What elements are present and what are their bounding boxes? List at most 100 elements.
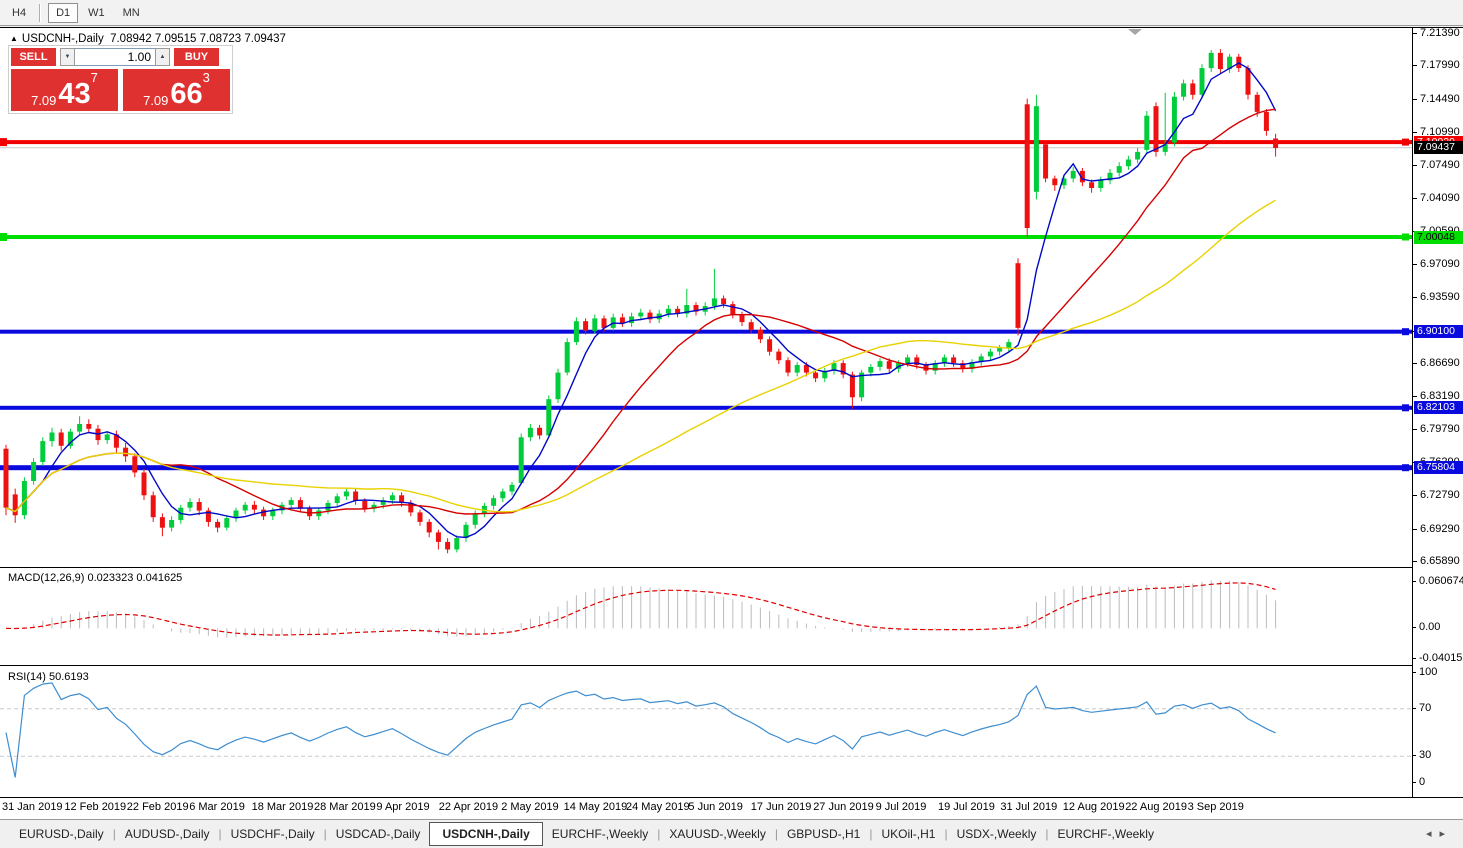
- rsi-label: RSI(14) 50.6193: [8, 671, 89, 683]
- tab-separator: |: [112, 827, 116, 841]
- volume-increase-button[interactable]: ▲: [155, 48, 170, 66]
- rsi-axis-tick: 0: [1412, 776, 1425, 788]
- tab-item-usdcnh-daily[interactable]: USDCNH-,Daily: [429, 822, 543, 846]
- sell-button[interactable]: SELL: [11, 48, 56, 66]
- sell-price-big: 43: [58, 78, 91, 110]
- chart-tab-bar: EURUSD-,Daily | AUDUSD-,Daily | USDCHF-,Dail…: [0, 819, 1463, 848]
- price-line-label: 6.82103: [1414, 401, 1463, 415]
- panel-separator: [0, 797, 1463, 798]
- date-label: 24 May 2019: [626, 801, 690, 813]
- sell-price-sup: 7: [90, 70, 98, 85]
- date-label: 31 Jan 2019: [2, 801, 63, 813]
- tab-item-xauusd-weekly[interactable]: XAUUSD-,Weekly: [669, 827, 766, 841]
- macd-axis-tick: -0.040152: [1412, 652, 1463, 664]
- buy-price-sup: 3: [202, 70, 210, 85]
- chart-symbol-label: USDCNH-,Daily: [21, 33, 104, 45]
- date-label: 19 Jul 2019: [938, 801, 995, 813]
- price-axis[interactable]: 7.21390 7.17990 7.14490 7.10990 7.07490 7.040…: [1412, 27, 1463, 797]
- date-label: 22 Aug 2019: [1125, 801, 1187, 813]
- tab-scroll-arrows[interactable]: ◂▸: [1426, 827, 1453, 840]
- tab-separator: |: [869, 827, 873, 841]
- tab-separator: |: [774, 827, 778, 841]
- tab-separator: |: [657, 827, 661, 841]
- buy-price-display[interactable]: 7.09 66 3: [123, 69, 230, 111]
- price-tick: 6.86690: [1413, 357, 1460, 369]
- date-label: 14 May 2019: [563, 801, 628, 813]
- date-label: 6 Mar 2019: [189, 801, 245, 813]
- date-label: 17 Jun 2019: [750, 801, 812, 813]
- rsi-axis-tick: 30: [1412, 749, 1431, 761]
- macd-label: MACD(12,26,9) 0.023323 0.041625: [8, 572, 183, 584]
- date-label: 3 Sep 2019: [1187, 801, 1244, 813]
- current-price-label: 7.09437: [1414, 141, 1463, 155]
- price-tick: 6.93590: [1413, 291, 1460, 303]
- tab-item-gbpusd-h1[interactable]: GBPUSD-,H1: [786, 827, 861, 841]
- tab-item-usdcad-daily[interactable]: USDCAD-,Daily: [335, 827, 421, 841]
- panel-separator[interactable]: [0, 567, 1463, 568]
- timeframe-button-D1[interactable]: D1: [48, 2, 79, 23]
- timeframe-toolbar: H4 D1 W1 MN: [0, 0, 1463, 26]
- timeframe-button-W1[interactable]: W1: [88, 6, 105, 19]
- timeframe-button-MN[interactable]: MN: [122, 6, 140, 19]
- date-label: 18 Mar 2019: [251, 801, 314, 813]
- buy-price-prefix: 7.09: [143, 93, 169, 108]
- date-label: 2 May 2019: [501, 801, 559, 813]
- tab-scroll-right-icon[interactable]: ▸: [1439, 828, 1453, 840]
- volume-decrease-button[interactable]: ▼: [60, 48, 75, 66]
- symbol-marker-icon: ▲: [10, 34, 18, 43]
- rsi-axis-tick: 70: [1412, 702, 1431, 714]
- price-tick: 6.83190: [1413, 390, 1460, 402]
- chart-title: ▲ USDCNH-,Daily 7.08942 7.09515 7.08723 7…: [10, 33, 286, 45]
- price-tick: 7.17990: [1413, 59, 1460, 71]
- price-line-label: 7.00048: [1414, 230, 1463, 244]
- timeframe-button-H4[interactable]: H4: [12, 6, 27, 19]
- date-label: 5 Jun 2019: [688, 801, 743, 813]
- buy-price-big: 66: [170, 78, 203, 110]
- tab-item-eurchf-weekly[interactable]: EURCHF-,Weekly: [1057, 827, 1154, 841]
- price-tick: 7.10990: [1413, 126, 1460, 138]
- price-tick: 6.72790: [1413, 489, 1460, 501]
- date-label: 31 Jul 2019: [1000, 801, 1058, 813]
- price-tick: 7.21390: [1413, 27, 1460, 39]
- date-label: 22 Apr 2019: [438, 801, 499, 813]
- sell-price-display[interactable]: 7.09 43 7: [11, 69, 118, 111]
- one-click-trade-panel: SELL ▼ ▲ BUY 7.09 43 7 7.09 66 3: [8, 45, 233, 114]
- chart-window: ▲ USDCNH-,Daily 7.08942 7.09515 7.08723 7…: [0, 27, 1463, 820]
- tab-separator: |: [944, 827, 948, 841]
- tab-scroll-left-icon[interactable]: ◂: [1425, 828, 1440, 840]
- volume-input[interactable]: [75, 48, 155, 66]
- panel-separator[interactable]: [0, 665, 1463, 666]
- macd-indicator-panel: [0, 569, 1412, 665]
- rsi-indicator-panel: [0, 668, 1412, 797]
- tab-item-usdchf-daily[interactable]: USDCHF-,Daily: [230, 827, 315, 841]
- price-tick: 7.04090: [1413, 192, 1460, 204]
- macd-axis-tick: 0.00: [1412, 621, 1440, 633]
- tab-separator: |: [323, 827, 327, 841]
- price-tick: 7.07490: [1413, 159, 1460, 171]
- date-label: 22 Feb 2019: [126, 801, 189, 813]
- rsi-value: 50.6193: [48, 671, 89, 683]
- price-line-label: 6.90100: [1414, 325, 1463, 339]
- main-chart[interactable]: [0, 28, 1412, 567]
- rsi-axis-tick: 100: [1412, 666, 1437, 678]
- tab-item-audusd-daily[interactable]: AUDUSD-,Daily: [124, 827, 210, 841]
- tab-separator: |: [218, 827, 222, 841]
- price-tick: 7.14490: [1413, 93, 1460, 105]
- tab-separator: |: [1045, 827, 1049, 841]
- date-label: 9 Apr 2019: [376, 801, 430, 813]
- toolbar-divider: [39, 3, 42, 22]
- date-axis[interactable]: 31 Jan 2019 12 Feb 2019 22 Feb 2019 6 Mar 2…: [0, 798, 1412, 820]
- tab-item-usdx-weekly[interactable]: USDX-,Weekly: [956, 827, 1037, 841]
- tab-item-eurusd-daily[interactable]: EURUSD-,Daily: [19, 827, 104, 841]
- price-tick: 6.97090: [1413, 258, 1460, 270]
- date-label: 9 Jul 2019: [875, 801, 927, 813]
- tab-item-eurchf-weekly[interactable]: EURCHF-,Weekly: [551, 827, 649, 841]
- date-label: 27 Jun 2019: [813, 801, 874, 813]
- buy-button[interactable]: BUY: [174, 48, 219, 66]
- price-tick: 6.69290: [1413, 523, 1460, 535]
- macd-values: 0.023323 0.041625: [87, 572, 183, 584]
- sell-price-prefix: 7.09: [31, 93, 57, 108]
- tab-item-ukoil-h1[interactable]: UKOil-,H1: [881, 827, 936, 841]
- price-line-label: 6.75804: [1414, 461, 1463, 475]
